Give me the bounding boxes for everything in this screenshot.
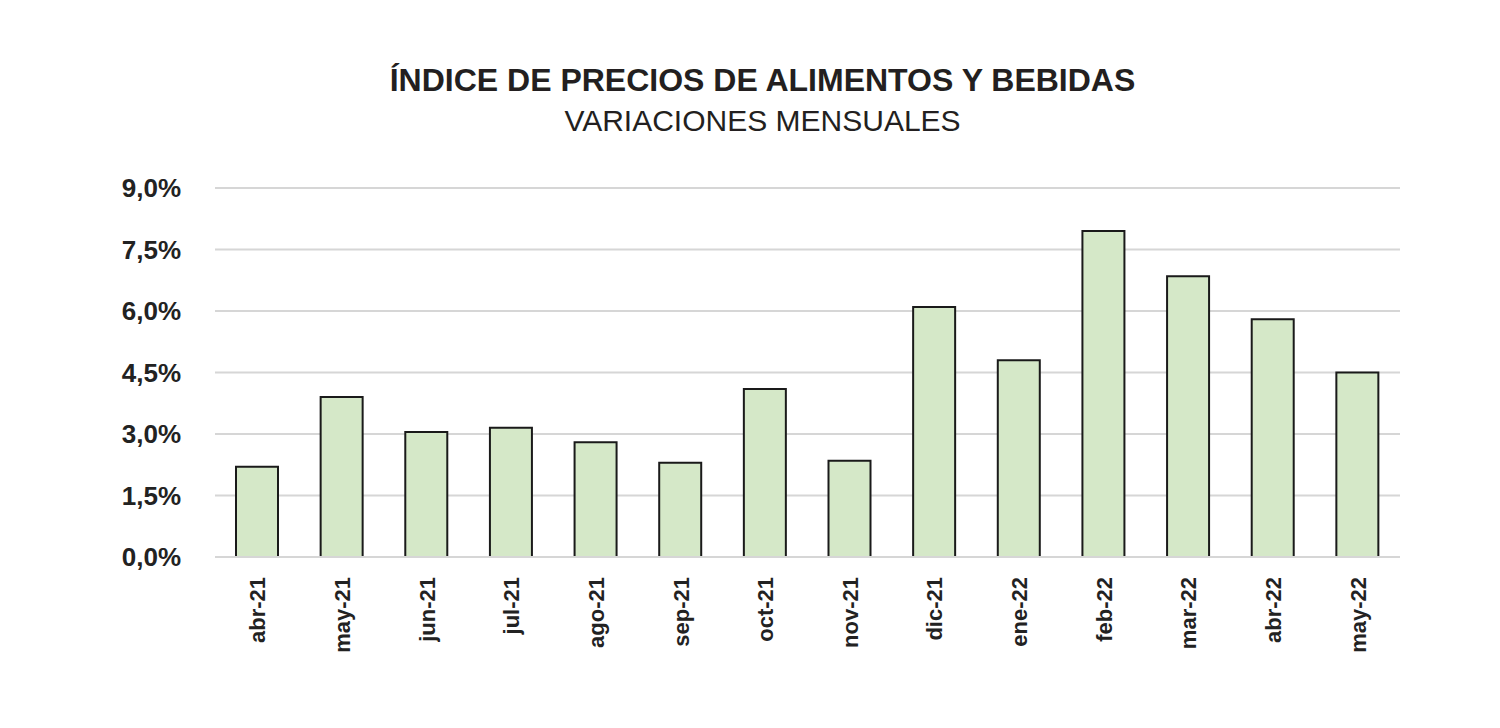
- svg-text:mar-22: mar-22: [1176, 577, 1201, 649]
- svg-text:1,5%: 1,5%: [122, 481, 181, 511]
- svg-text:feb-22: feb-22: [1092, 577, 1117, 642]
- svg-text:7,5%: 7,5%: [122, 235, 181, 265]
- svg-text:nov-21: nov-21: [838, 577, 863, 648]
- svg-text:ene-22: ene-22: [1007, 577, 1032, 647]
- svg-text:jun-21: jun-21: [415, 577, 440, 643]
- svg-text:9,0%: 9,0%: [122, 173, 181, 203]
- svg-text:4,5%: 4,5%: [122, 358, 181, 388]
- svg-text:may-21: may-21: [330, 577, 355, 653]
- svg-text:3,0%: 3,0%: [122, 419, 181, 449]
- svg-text:jul-21: jul-21: [499, 577, 524, 635]
- svg-text:6,0%: 6,0%: [122, 296, 181, 326]
- html-text:ÍNDICE DE PRECIOS DE ALIMENTOS: ÍNDICE DE PRECIOS DE ALIMENTOS Y BEBIDAS: [389, 62, 1136, 98]
- svg-text:abr-21: abr-21: [245, 577, 270, 643]
- svg-text:0,0%: 0,0%: [122, 542, 181, 572]
- svg-text:dic-21: dic-21: [922, 577, 947, 641]
- svg-text:may-22: may-22: [1346, 577, 1371, 653]
- svg-text:abr-22: abr-22: [1261, 577, 1286, 643]
- html-text:VARIACIONES MENSUALES: VARIACIONES MENSUALES: [564, 104, 961, 137]
- svg-text:oct-21: oct-21: [753, 577, 778, 642]
- svg-text:ago-21: ago-21: [584, 577, 609, 648]
- svg-text:sep-21: sep-21: [669, 577, 694, 647]
